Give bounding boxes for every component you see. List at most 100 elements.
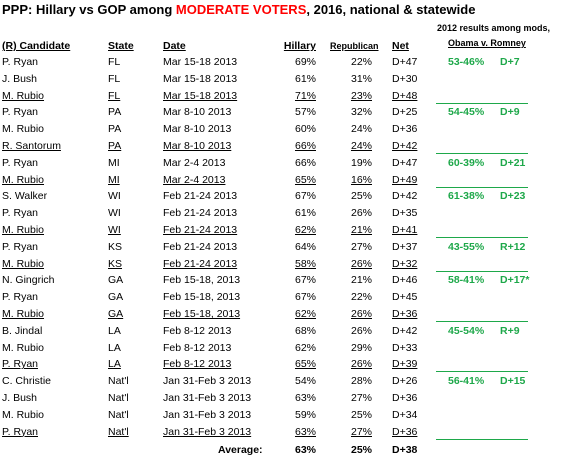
cell-candidate: P. Ryan — [2, 156, 38, 169]
cell-republican: 28% — [350, 375, 372, 388]
cell-hillary: 69% — [294, 56, 316, 68]
cell-state: GA — [108, 308, 124, 320]
cell-net: D+25 — [392, 106, 418, 119]
cell-hillary: 57% — [294, 106, 316, 119]
cell-republican: 31% — [350, 72, 372, 85]
cell-date: Feb 21-24 2013 — [163, 257, 238, 270]
cell-hillary: 61% — [294, 207, 316, 220]
title-suffix: , 2016, national & statewide — [306, 2, 476, 17]
cell-state: WI — [108, 190, 121, 203]
group-separator — [436, 371, 528, 373]
cell-net: D+34 — [392, 408, 418, 421]
cell-2012-result: 45-54% — [448, 324, 485, 337]
table-row: P. Ryan LA Feb 8-12 2013 65% 26% D+39 — [0, 356, 563, 373]
table-row: C. Christie Nat'l Jan 31-Feb 3 2013 54% 28% D… — [0, 373, 563, 389]
cell-date: Feb 21-24 2013 — [163, 190, 238, 203]
cell-republican: 27% — [350, 240, 372, 253]
cell-date: Feb 21-24 2013 — [163, 207, 238, 220]
cell-state: Nat'l — [108, 392, 129, 404]
average-republican: 25% — [350, 444, 372, 456]
cell-date: Feb 15-18, 2013 — [163, 274, 241, 287]
table-row: M. Rubio Nat'l Jan 31-Feb 3 2013 59% 25% D+34 — [0, 407, 563, 423]
cell-state: GA — [108, 274, 124, 287]
cell-state: LA — [108, 341, 121, 354]
cell-state: WI — [108, 224, 121, 236]
title-prefix: PPP: Hillary vs GOP among — [2, 2, 176, 17]
header-net: Net — [392, 40, 409, 52]
cell-state: Nat'l — [108, 425, 129, 438]
cell-2012-margin: D+9 — [500, 106, 520, 119]
table-row: P. Ryan KS Feb 21-24 2013 64% 27% D+37 43-55% R… — [0, 239, 563, 255]
cell-date: Feb 8-12 2013 — [163, 358, 232, 371]
group-separator — [436, 438, 528, 440]
table-row: M. Rubio LA Feb 8-12 2013 62% 29% D+33 — [0, 340, 563, 356]
cell-hillary: 54% — [294, 375, 316, 388]
cell-net: D+39 — [392, 358, 418, 371]
cell-net: D+37 — [392, 240, 418, 253]
cell-date: Feb 8-12 2013 — [163, 324, 232, 337]
average-net: D+38 — [392, 444, 418, 456]
cell-candidate: P. Ryan — [2, 56, 38, 68]
cell-date: Feb 15-18, 2013 — [163, 291, 241, 304]
cell-hillary: 64% — [294, 240, 316, 253]
table-row: S. Walker WI Feb 21-24 2013 67% 25% D+42 61-38… — [0, 188, 563, 204]
cell-hillary: 68% — [294, 324, 316, 337]
cell-candidate: M. Rubio — [2, 89, 45, 102]
cell-republican: 22% — [350, 56, 372, 68]
cell-date: Feb 21-24 2013 — [163, 240, 238, 253]
cell-state: LA — [108, 358, 121, 371]
group-separator — [436, 102, 528, 104]
cell-date: Mar 15-18 2013 — [163, 72, 238, 85]
cell-state: PA — [108, 106, 122, 119]
cell-candidate: P. Ryan — [2, 106, 38, 119]
cell-net: D+42 — [392, 190, 418, 203]
cell-2012-result: 58-41% — [448, 274, 485, 287]
group-separator — [436, 270, 528, 272]
cell-republican: 21% — [350, 224, 372, 236]
cell-net: D+36 — [392, 392, 418, 404]
cell-date: Mar 2-4 2013 — [163, 173, 226, 186]
cell-net: D+33 — [392, 341, 418, 354]
cell-hillary: 62% — [294, 308, 316, 320]
cell-date: Mar 15-18 2013 — [163, 56, 238, 68]
cell-state: PA — [108, 140, 122, 152]
cell-net: D+26 — [392, 375, 418, 388]
table-row: J. Bush FL Mar 15-18 2013 61% 31% D+30 — [0, 71, 563, 87]
cell-2012-margin: R+12 — [500, 240, 526, 253]
cell-state: Nat'l — [108, 408, 129, 421]
cell-republican: 16% — [350, 173, 372, 186]
cell-date: Mar 8-10 2013 — [163, 106, 232, 119]
cell-state: PA — [108, 123, 122, 136]
cell-net: D+36 — [392, 308, 418, 320]
cell-republican: 32% — [350, 106, 372, 119]
cell-hillary: 60% — [294, 123, 316, 136]
cell-candidate: M. Rubio — [2, 408, 45, 421]
cell-net: D+49 — [392, 173, 418, 186]
table-row: M. Rubio MI Mar 2-4 2013 65% 16% D+49 — [0, 172, 563, 188]
cell-candidate: J. Bush — [2, 72, 38, 85]
cell-hillary: 67% — [294, 190, 316, 203]
table-row: M. Rubio WI Feb 21-24 2013 62% 21% D+41 — [0, 222, 563, 238]
table-row: R. Santorum PA Mar 8-10 2013 66% 24% D+42 — [0, 138, 563, 154]
table-row: M. Rubio GA Feb 15-18, 2013 62% 26% D+36 — [0, 306, 563, 322]
table-row: N. Gingrich GA Feb 15-18, 2013 67% 21% D+46 58… — [0, 272, 563, 288]
cell-2012-result: 60-39% — [448, 156, 485, 169]
cell-2012-margin: D+23 — [500, 190, 526, 203]
cell-2012-margin: D+15 — [500, 375, 526, 388]
group-separator — [436, 237, 528, 238]
cell-candidate: N. Gingrich — [2, 274, 55, 287]
cell-2012-result: 56-41% — [448, 375, 485, 388]
cell-2012-margin: D+21 — [500, 156, 526, 169]
cell-republican: 26% — [350, 308, 372, 320]
cell-republican: 26% — [350, 257, 372, 270]
cell-hillary: 65% — [294, 358, 316, 371]
cell-candidate: M. Rubio — [2, 224, 45, 236]
results-header-line1: 2012 results among mods, — [437, 23, 551, 33]
table-row: M. Rubio PA Mar 8-10 2013 60% 24% D+36 — [0, 121, 563, 137]
cell-state: KS — [108, 240, 123, 253]
cell-date: Mar 8-10 2013 — [163, 123, 232, 136]
header-republican: Republican — [330, 41, 379, 51]
cell-candidate: P. Ryan — [2, 291, 38, 304]
cell-date: Feb 21-24 2013 — [163, 224, 238, 236]
